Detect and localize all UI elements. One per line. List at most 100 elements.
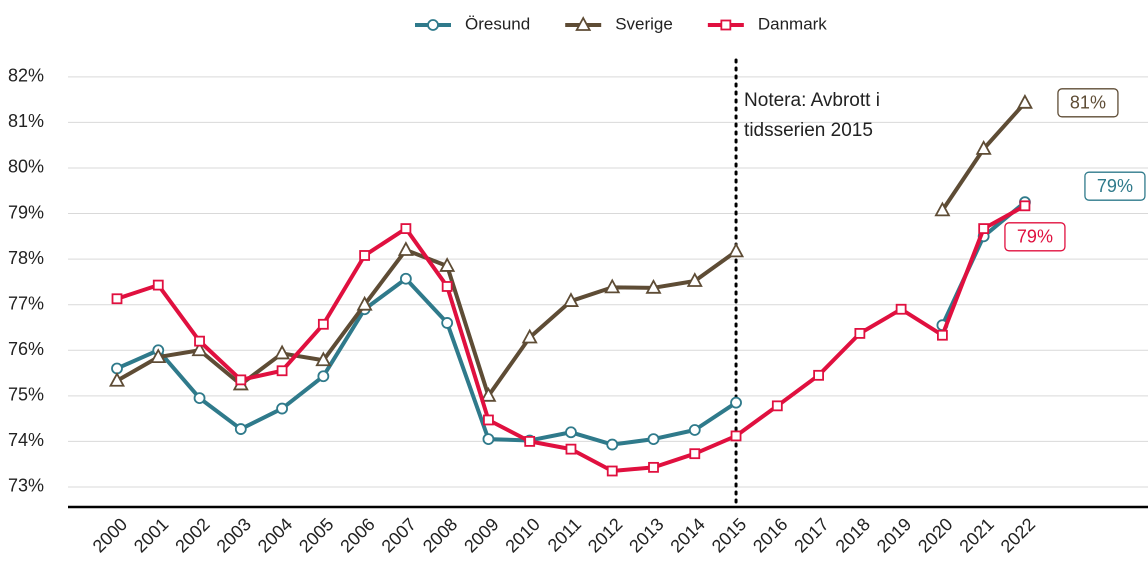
x-tick-label: 2000 [89, 514, 131, 556]
y-tick-label: 78% [8, 248, 44, 268]
marker [813, 369, 824, 381]
marker [274, 344, 291, 360]
y-tick-label: 73% [8, 476, 44, 496]
end-label: 81% [1070, 93, 1106, 113]
x-tick-label: 2022 [997, 514, 1039, 556]
x-tick-label: 2016 [749, 514, 791, 556]
marker [606, 465, 618, 477]
marker [276, 402, 288, 415]
marker [482, 433, 495, 446]
marker [194, 335, 205, 347]
marker [730, 396, 742, 409]
end-label: 79% [1097, 176, 1133, 196]
series [108, 93, 1033, 402]
marker [234, 423, 247, 435]
marker [191, 341, 208, 357]
y-tick-label: 79% [8, 202, 44, 222]
end-label: 79% [1017, 227, 1053, 247]
x-tick-label: 2002 [171, 514, 213, 556]
x-tick-label: 2017 [790, 514, 832, 556]
y-tick-label: 75% [8, 385, 44, 405]
end-label-box [1004, 222, 1066, 252]
x-tick-label: 2007 [378, 514, 420, 556]
marker [1019, 200, 1031, 212]
series [111, 200, 1031, 477]
x-tick-label: 2014 [667, 514, 709, 556]
x-tick-label: 2021 [955, 514, 997, 556]
marker [686, 272, 703, 287]
x-tick-label: 2008 [419, 514, 461, 556]
line [116, 276, 738, 447]
marker [441, 317, 454, 329]
y-tick-label: 77% [8, 293, 44, 313]
legend-label: Öresund [465, 14, 530, 33]
legend-label: Danmark [758, 14, 827, 33]
marker [397, 241, 414, 256]
marker [730, 430, 742, 442]
series [111, 196, 1031, 451]
marker [427, 19, 439, 31]
x-tick-label: 2001 [130, 514, 172, 556]
marker [276, 365, 288, 377]
x-tick-label: 2012 [584, 514, 626, 556]
x-tick-label: 2004 [254, 514, 296, 556]
x-tick-label: 2009 [460, 514, 502, 556]
marker [152, 279, 164, 291]
marker [400, 223, 412, 234]
annotation: Notera: Avbrott i [744, 90, 880, 111]
marker [317, 370, 330, 383]
x-tick-label: 2019 [873, 514, 915, 556]
x-tick-label: 2010 [501, 514, 543, 556]
y-tick-label: 81% [8, 111, 44, 131]
x-tick-label: 2020 [914, 514, 956, 556]
x-tick-label: 2006 [336, 514, 378, 556]
marker [565, 443, 577, 455]
end-label-box [1084, 171, 1146, 201]
marker [1016, 93, 1033, 109]
marker [524, 435, 536, 447]
marker [895, 303, 907, 315]
marker [565, 426, 577, 439]
x-tick-label: 2005 [295, 514, 337, 556]
marker [483, 414, 494, 426]
x-tick-label: 2015 [708, 514, 750, 556]
y-tick-label: 82% [8, 66, 44, 86]
marker [399, 272, 412, 285]
y-tick-label: 74% [8, 430, 44, 450]
x-tick-label: 2018 [832, 514, 874, 556]
marker [111, 293, 123, 305]
marker [575, 16, 592, 31]
x-tick-label: 2003 [213, 514, 255, 556]
legend-label: Sverige [615, 14, 673, 33]
marker [439, 257, 456, 272]
marker [975, 139, 992, 155]
marker [480, 386, 497, 402]
marker [150, 348, 167, 363]
marker [315, 351, 332, 367]
y-tick-label: 80% [8, 157, 44, 177]
marker [359, 250, 371, 261]
marker [647, 433, 660, 446]
marker [648, 461, 659, 473]
x-tick-label: 2013 [625, 514, 667, 556]
marker [108, 371, 126, 387]
marker [521, 328, 538, 344]
marker [688, 424, 701, 436]
end-label-box [1057, 88, 1119, 118]
marker [645, 278, 662, 294]
line [940, 101, 1027, 212]
marker [193, 392, 206, 404]
x-tick-label: 2011 [544, 514, 586, 556]
marker [604, 278, 621, 294]
marker [978, 223, 990, 234]
marker [235, 374, 247, 386]
marker [689, 448, 701, 460]
annotation: tidsserien 2015 [744, 120, 873, 141]
marker [720, 19, 732, 31]
marker [441, 281, 453, 292]
marker [317, 318, 329, 330]
marker [356, 295, 373, 311]
marker [854, 327, 866, 339]
marker [771, 400, 783, 412]
